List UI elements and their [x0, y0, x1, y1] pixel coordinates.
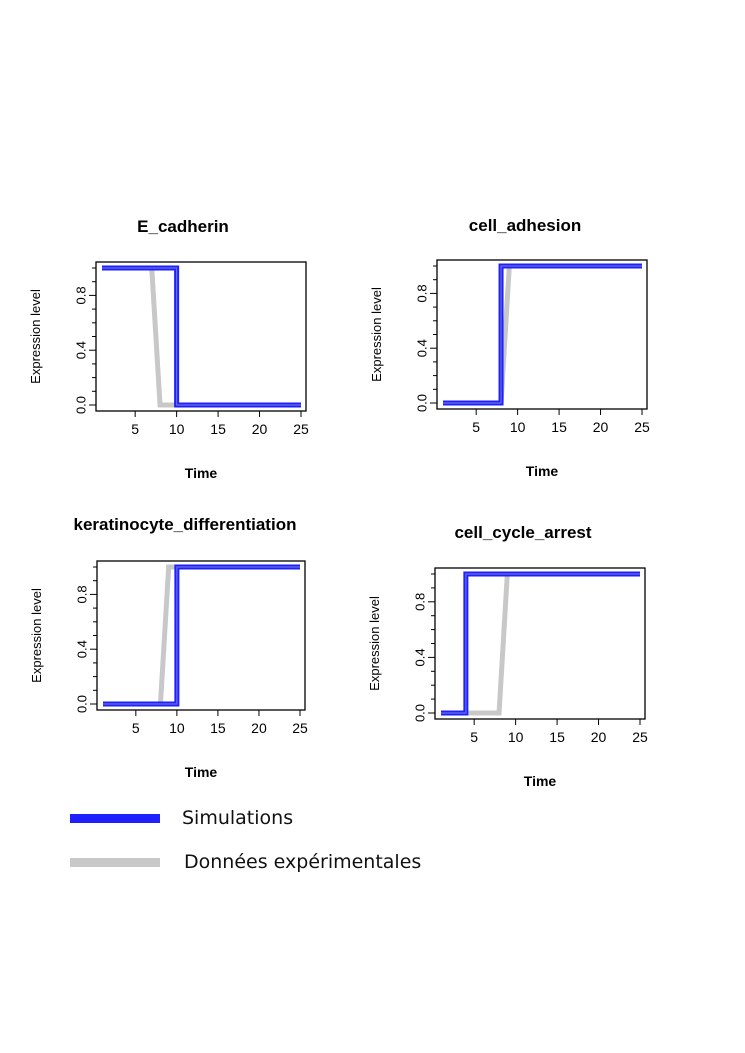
- y-axis-label: Expression level: [367, 596, 382, 691]
- chart-title: cell_cycle_arrest: [454, 523, 591, 542]
- y-tick-label: 0.4: [74, 640, 89, 658]
- chart-panel-3: keratinocyte_differentiation 5 10 15 20 25 0.0…: [29, 515, 308, 780]
- legend-swatch-simulations: [70, 813, 160, 823]
- x-axis-label: Time: [524, 773, 557, 789]
- y-tick-label: 0.8: [412, 593, 427, 611]
- y-tick-label: 0.0: [73, 396, 88, 414]
- series-line-simulations: [443, 263, 642, 406]
- legend-label-simulations: Simulations: [182, 807, 294, 829]
- series-line-simulations: [103, 564, 300, 707]
- y-axis-label: Expression level: [369, 287, 384, 382]
- x-tick-label: 5: [472, 419, 480, 435]
- series-line-simulations: [102, 265, 301, 408]
- x-tick-label: 15: [210, 421, 226, 437]
- x-tick-label: 25: [293, 421, 309, 437]
- plot-box: [96, 560, 306, 711]
- series-line-experimental: [443, 263, 642, 406]
- x-tick-label: 25: [292, 720, 308, 736]
- x-axis-label: Time: [526, 463, 559, 479]
- chart-title: keratinocyte_differentiation: [74, 515, 297, 534]
- y-tick-label: 0.8: [74, 585, 89, 603]
- y-axis-label: Expression level: [28, 289, 43, 384]
- series-overlap-line: [443, 265, 642, 404]
- series-line-experimental: [102, 265, 301, 408]
- series-line-simulations: [441, 571, 640, 716]
- x-tick-label: 15: [549, 729, 565, 745]
- y-tick-label: 0.4: [412, 648, 427, 666]
- y-tick-label: 0.0: [412, 704, 427, 722]
- x-tick-label: 5: [131, 421, 139, 437]
- y-tick-label: 0.0: [414, 394, 429, 412]
- x-tick-label: 25: [632, 729, 648, 745]
- x-tick-label: 20: [593, 419, 609, 435]
- y-tick-label: 0.4: [73, 341, 88, 359]
- x-tick-label: 15: [210, 720, 226, 736]
- series-overlap-line: [441, 573, 640, 714]
- series-line-experimental: [441, 571, 640, 716]
- x-tick-label: 10: [169, 720, 185, 736]
- y-axis-label: Expression level: [29, 588, 44, 683]
- y-tick-label: 0.0: [74, 695, 89, 713]
- chart-panel-4: cell_cycle_arrest 5 10 15 20 25 0.0 0.4 0.8 Time E…: [367, 523, 648, 789]
- y-tick-label: 0.8: [414, 284, 429, 302]
- x-tick-label: 10: [510, 419, 526, 435]
- y-tick-label: 0.8: [73, 286, 88, 304]
- legend-item-simulations: Simulations: [70, 807, 293, 829]
- y-tick-label: 0.4: [414, 339, 429, 357]
- x-tick-label: 20: [251, 720, 267, 736]
- x-axis-label: Time: [185, 465, 218, 481]
- chart-panel-2: cell_adhesion 5 10 15 20 25 0.0 0.4 0.8 Time Expre…: [369, 216, 650, 479]
- x-tick-label: 20: [252, 421, 268, 437]
- series-overlap-line: [102, 267, 301, 406]
- legend-label-experimental: Données expérimentales: [184, 851, 422, 873]
- chart-panel-1: E_cadherin 5 10 15 20 25 0.0 0.4 0.8 Time Expressi…: [28, 217, 309, 481]
- chart-title: cell_adhesion: [469, 216, 581, 235]
- plot-box: [95, 261, 307, 412]
- x-tick-label: 10: [508, 729, 524, 745]
- series-line-experimental: [103, 564, 300, 707]
- plot-box: [436, 259, 648, 410]
- x-tick-label: 10: [169, 421, 185, 437]
- x-axis-label: Time: [185, 764, 218, 780]
- series-overlap-line: [103, 566, 300, 705]
- x-tick-label: 15: [551, 419, 567, 435]
- chart-title: E_cadherin: [137, 217, 229, 236]
- legend-swatch-experimental: [70, 857, 160, 867]
- x-tick-label: 20: [591, 729, 607, 745]
- x-tick-label: 5: [132, 720, 140, 736]
- legend-item-experimental: Données expérimentales: [70, 851, 421, 873]
- x-tick-label: 5: [470, 729, 478, 745]
- x-tick-label: 25: [634, 419, 650, 435]
